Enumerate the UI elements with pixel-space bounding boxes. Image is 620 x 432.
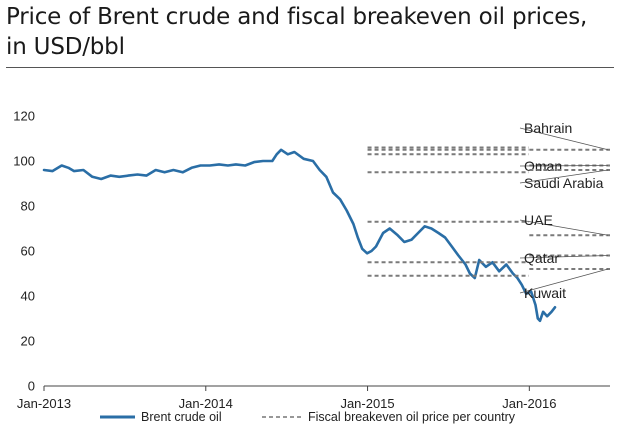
country-label: Oman — [524, 158, 562, 174]
y-tick-label: 100 — [13, 154, 35, 169]
country-label: UAE — [524, 212, 553, 228]
x-tick-label: Jan-2013 — [17, 396, 71, 411]
x-tick-label: Jan-2014 — [179, 396, 233, 411]
y-tick-label: 40 — [21, 289, 35, 304]
y-tick-label: 120 — [13, 109, 35, 124]
y-tick-label: 60 — [21, 244, 35, 259]
chart-title-line-1: Price of Brent crude and fiscal breakeve… — [6, 4, 588, 30]
y-tick-label: 20 — [21, 334, 35, 349]
country-label: Kuwait — [524, 285, 566, 301]
brent-crude-line — [42, 148, 557, 323]
breakeven-leader-line — [519, 165, 609, 167]
x-tick-label: Jan-2015 — [340, 396, 394, 411]
legend-brent-label: Brent crude oil — [141, 410, 222, 424]
breakeven-leader-line — [519, 127, 609, 151]
breakeven-leader-line — [519, 255, 609, 259]
chart-title: Price of Brent crude and fiscal breakeve… — [6, 2, 587, 62]
breakeven-leader-line — [519, 169, 609, 184]
country-label: Bahrain — [524, 120, 572, 136]
country-label: Qatar — [524, 250, 559, 266]
chart-title-line-2: in USD/bbl — [6, 34, 125, 60]
breakeven-leader-line — [519, 219, 609, 236]
y-tick-label: 0 — [28, 379, 35, 394]
y-tick-label: 80 — [21, 199, 35, 214]
country-label: Saudi Arabia — [524, 175, 604, 191]
title-divider — [6, 67, 614, 68]
legend-breakeven-label: Fiscal breakeven oil price per country — [308, 410, 516, 424]
breakeven-leader-line — [519, 268, 609, 294]
x-tick-label: Jan-2016 — [502, 396, 556, 411]
